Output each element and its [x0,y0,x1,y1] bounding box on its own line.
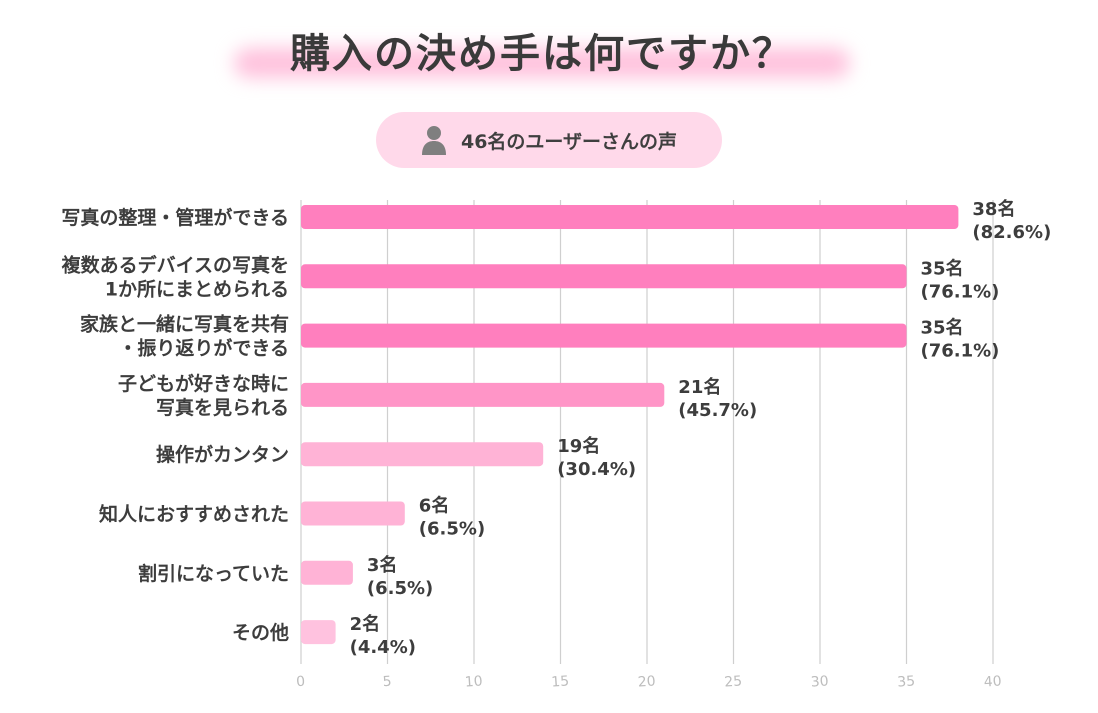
bar [301,323,907,348]
value-percent-label: (6.5%) [419,519,485,540]
category-label: 写真を見られる [156,396,289,419]
value-percent-label: (45.7%) [678,400,757,421]
bar [301,382,665,407]
category-label: 写真の整理・管理ができる [61,206,289,229]
x-tick-label: 30 [810,673,829,690]
value-percent-label: (76.1%) [921,341,1000,362]
value-count-label: 3名 [367,554,398,576]
bar [301,501,405,526]
value-count-label: 35名 [921,257,964,279]
value-count-label: 19名 [557,435,600,457]
value-percent-label: (76.1%) [921,281,1000,302]
x-tick-label: 40 [983,673,1002,690]
category-label: 複数あるデバイスの写真を [61,253,289,276]
category-label: 割引になっていた [138,562,289,585]
respondents-text: 46名のユーザーさんの声 [460,130,678,153]
value-percent-label: (6.5%) [367,578,433,599]
category-label: ・振り返りができる [118,337,289,360]
x-tick-label: 5 [382,674,392,691]
bar [301,205,959,229]
bar [301,442,544,467]
value-percent-label: (4.4%) [350,637,416,658]
value-count-label: 35名 [921,317,964,339]
chart-title: 購入の決め手は何ですか？ [290,31,794,77]
category-label: 1か所にまとめられる [105,278,289,300]
x-tick-label: 0 [296,674,306,691]
bar [301,560,353,585]
category-label: 操作がカンタン [156,443,289,466]
value-percent-label: (30.4%) [557,459,636,480]
category-label: 子どもが好きな時に [118,372,289,395]
value-count-label: 6名 [419,495,450,517]
bar [301,264,907,289]
title-highlight [234,48,850,78]
category-label: 家族と一緒に写真を共有 [80,313,289,336]
respondents-badge: 46名のユーザーさんの声 [376,112,722,168]
value-percent-label: (82.6%) [972,222,1051,243]
category-label: その他 [232,621,289,644]
x-tick-label: 20 [637,673,656,690]
category-label: 知人におすすめされた [99,503,289,526]
value-count-label: 38名 [972,198,1015,220]
x-tick-label: 15 [551,673,570,690]
value-count-label: 21名 [678,376,721,398]
bar [301,620,336,645]
value-count-label: 2名 [350,613,381,635]
title-area: 購入の決め手は何ですか？ [222,18,862,82]
user-icon [421,126,446,155]
x-tick-label: 10 [464,673,483,690]
x-tick-label: 25 [724,673,743,690]
x-tick-label: 35 [897,673,916,690]
